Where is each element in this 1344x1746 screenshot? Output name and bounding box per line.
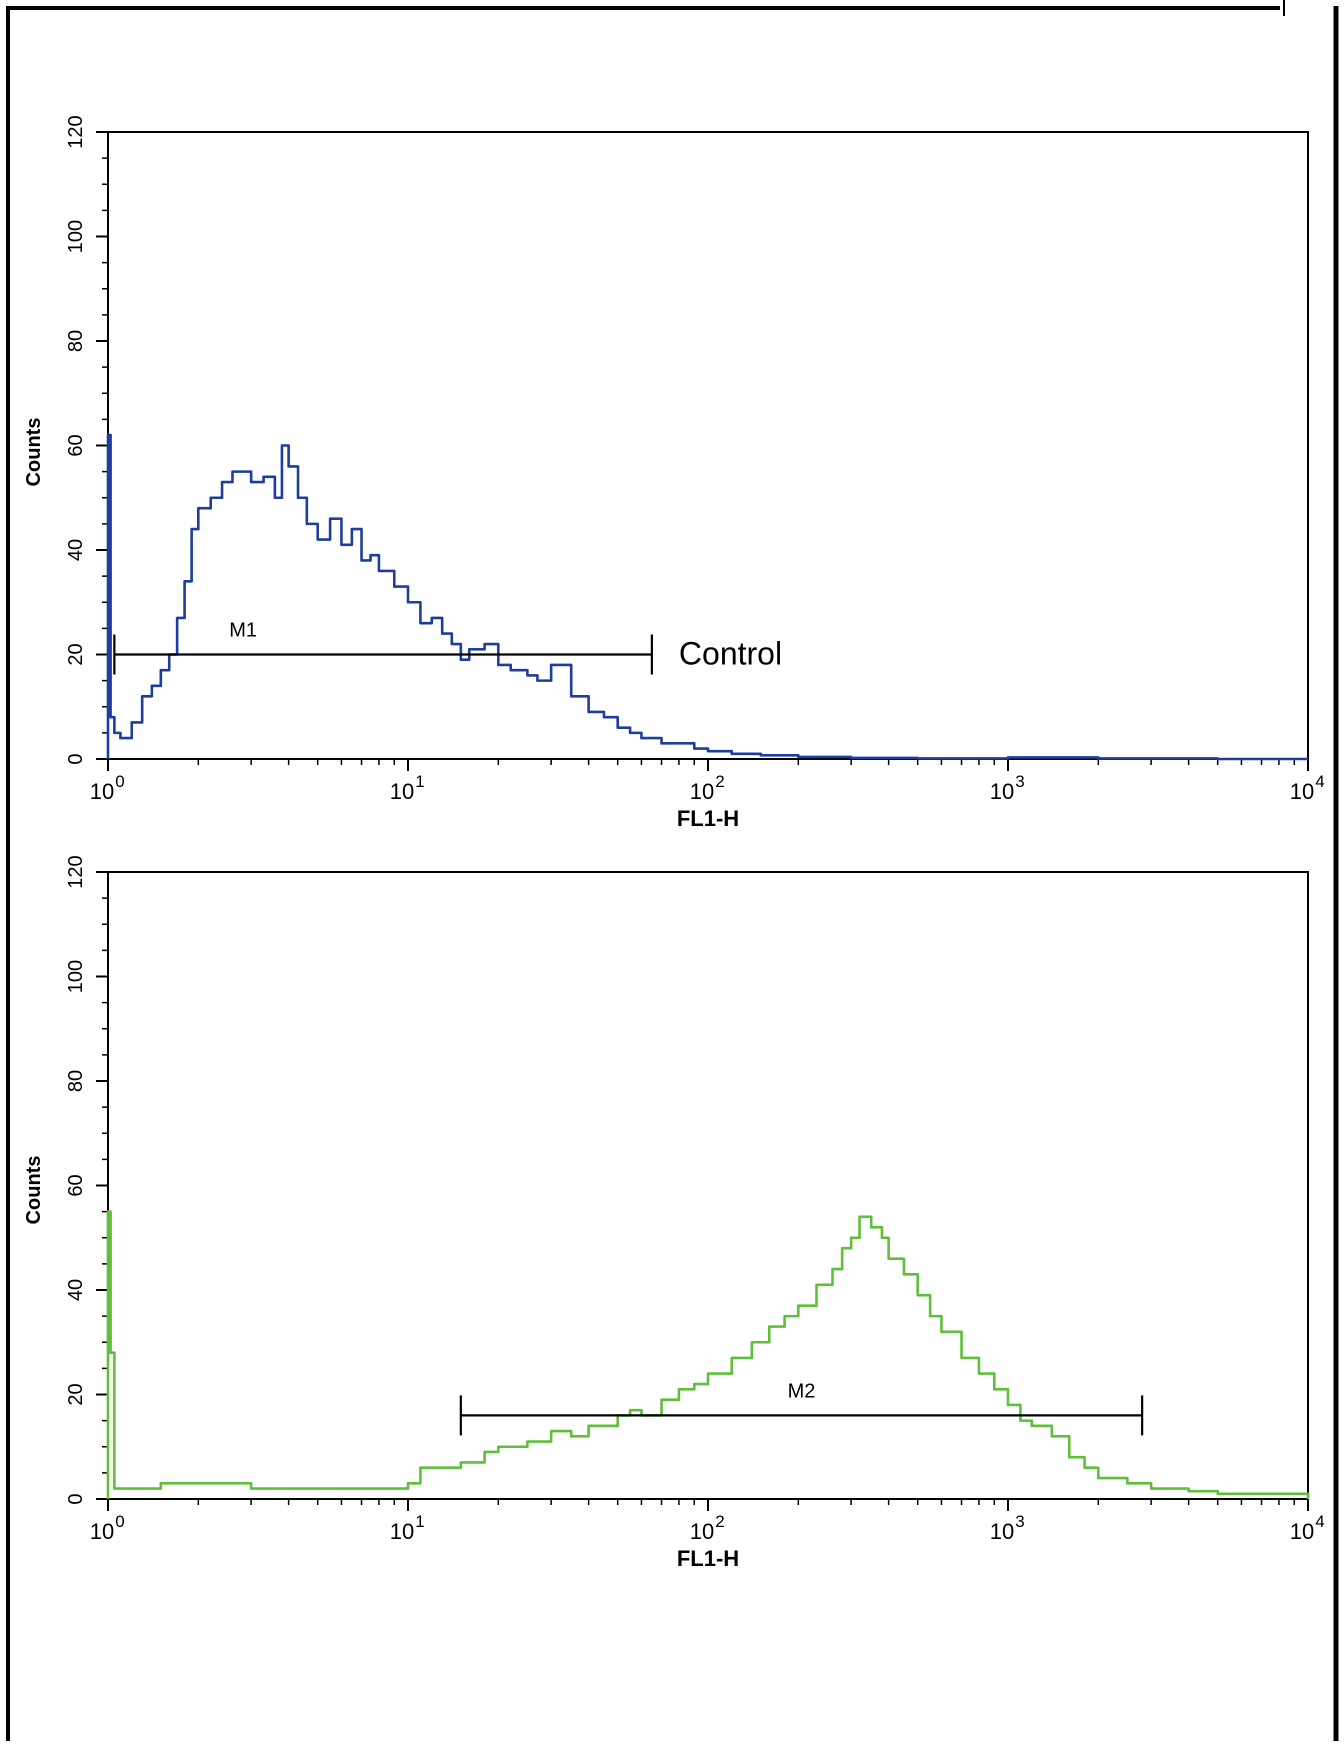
gate-label: M1 (229, 620, 257, 642)
x-tick-label-exponent: 4 (1315, 1512, 1324, 1531)
x-tick-label-base: 10 (390, 1519, 414, 1544)
x-tick-label-base: 10 (990, 1519, 1014, 1544)
x-axis-label: FL1-H (677, 1546, 739, 1571)
x-tick-label-exponent: 1 (415, 1512, 424, 1531)
x-tick-label-base: 10 (1290, 1519, 1314, 1544)
y-axis-ticks: 0 20 40 60 80 100 120 (65, 115, 108, 765)
y-tick-label: 100 (65, 960, 87, 993)
histogram-series (106, 433, 1308, 761)
gate-markers: M2 (459, 1380, 1144, 1436)
histogram-series (106, 1210, 1310, 1499)
x-axis-ticks: 10 0 10 1 10 2 10 3 10 4 (90, 759, 1325, 804)
y-tick-label: 20 (65, 643, 87, 665)
x-tick-label-base: 10 (690, 779, 714, 804)
x-tick-label-exponent: 0 (115, 1512, 124, 1531)
x-tick-label-exponent: 2 (715, 1512, 724, 1531)
y-tick-label: 60 (65, 1174, 87, 1196)
annotation-text: Control (679, 636, 782, 672)
histogram-line (106, 433, 1308, 761)
y-tick-label: 120 (65, 855, 87, 888)
y-tick-label: 40 (65, 1279, 87, 1301)
x-tick-label-base: 10 (990, 779, 1014, 804)
y-tick-label: 40 (65, 539, 87, 561)
x-tick-label-base: 10 (90, 1519, 114, 1544)
x-tick-label-base: 10 (390, 779, 414, 804)
annotations: Control (679, 636, 782, 672)
x-tick-label-exponent: 0 (115, 772, 124, 791)
histogram-line (106, 1210, 1310, 1499)
x-tick-label-base: 10 (690, 1519, 714, 1544)
y-axis-label: Counts (23, 1156, 45, 1225)
x-tick-label-exponent: 4 (1315, 772, 1324, 791)
y-tick-label: 80 (65, 330, 87, 352)
x-tick-label-exponent: 3 (1015, 772, 1024, 791)
x-tick-label-exponent: 2 (715, 772, 724, 791)
y-tick-label: 0 (65, 1493, 87, 1504)
y-tick-label: 20 (65, 1383, 87, 1405)
x-axis-label: FL1-H (677, 806, 739, 831)
y-axis-ticks: 0 20 40 60 80 100 120 (65, 855, 108, 1505)
x-tick-label-base: 10 (90, 779, 114, 804)
y-tick-label: 120 (65, 115, 87, 148)
x-tick-label-exponent: 3 (1015, 1512, 1024, 1531)
gate-markers: M1 (113, 620, 653, 675)
x-tick-label-base: 10 (1290, 779, 1314, 804)
y-tick-label: 80 (65, 1070, 87, 1092)
y-axis-label: Counts (23, 418, 45, 487)
y-tick-label: 0 (65, 753, 87, 764)
gate-label: M2 (788, 1380, 816, 1402)
y-tick-label: 100 (65, 220, 87, 253)
x-axis-ticks: 10 0 10 1 10 2 10 3 10 4 (90, 1499, 1325, 1544)
x-tick-label-exponent: 1 (415, 772, 424, 791)
plot-area-border (107, 871, 1309, 1500)
y-tick-label: 60 (65, 434, 87, 456)
